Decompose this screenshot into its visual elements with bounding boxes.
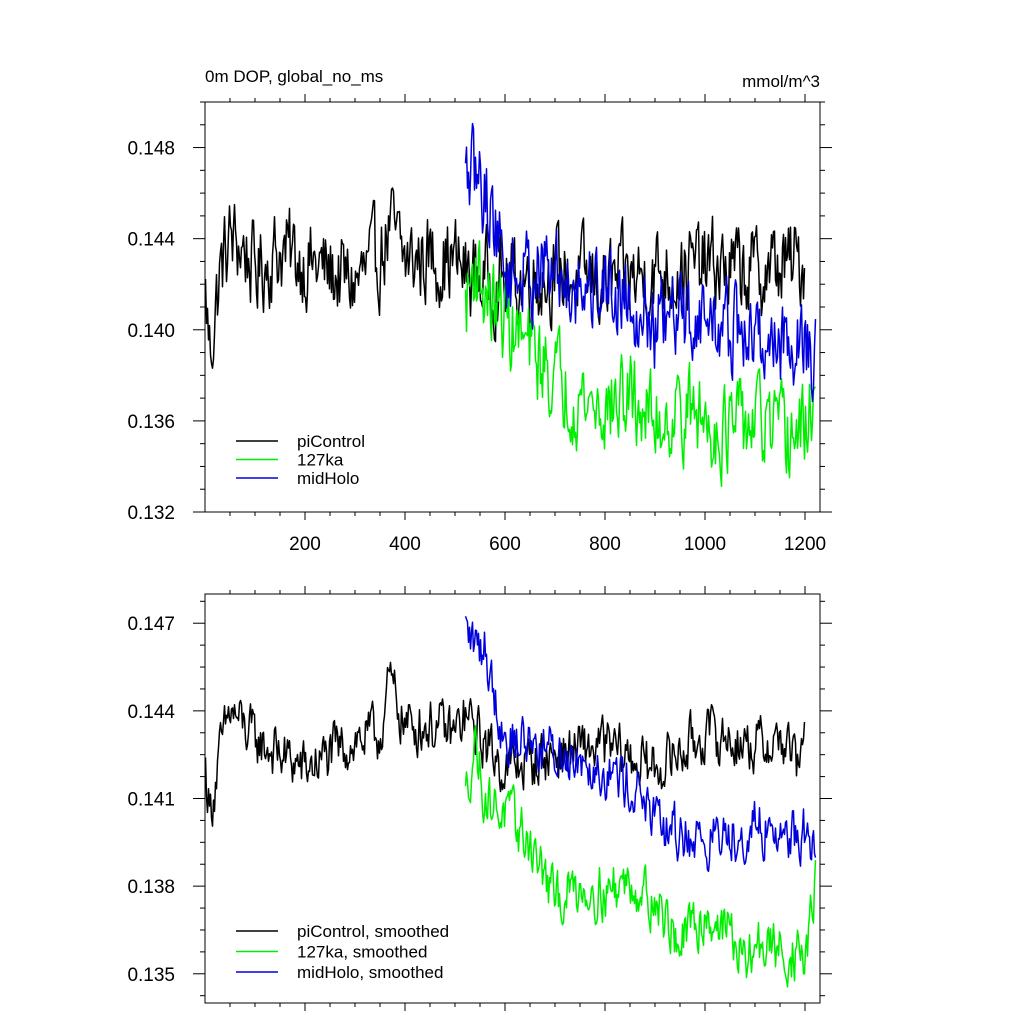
- legend-label: 127ka: [297, 451, 344, 470]
- legend-label: piControl: [297, 432, 365, 451]
- x-tick-label: 600: [489, 534, 521, 555]
- y-tick-label: 0.138: [127, 877, 175, 898]
- bottom-panel: 0.135 0.138 0.141 0.144 0.147 piControl, smoo…: [127, 586, 832, 1011]
- y-tick-label: 0.147: [127, 614, 175, 635]
- x-tick-label: 1200: [784, 534, 826, 555]
- top-panel: 200 400 600 800 1000 1200 0.132 0.136 0.140 0.144…: [127, 94, 832, 555]
- y-tick-label: 0.144: [127, 702, 175, 723]
- legend-label: midHolo: [297, 469, 359, 488]
- y-tick-label: 0.148: [127, 139, 175, 160]
- x-tick-label: 1000: [684, 534, 726, 555]
- series-line-127ka: [464, 240, 817, 488]
- x-tick-label: 200: [289, 534, 321, 555]
- x-tick-label: 800: [589, 534, 621, 555]
- chart-title: 0m DOP, global_no_ms: [205, 67, 383, 86]
- y-tick-label: 0.141: [127, 790, 175, 811]
- series-line-midholo-smoothed: [464, 615, 817, 873]
- units-label: mmol/m^3: [742, 72, 820, 91]
- series-line-picontrol: [204, 187, 806, 369]
- legend-label: 127ka, smoothed: [297, 943, 427, 962]
- legend-label: piControl, smoothed: [297, 922, 449, 941]
- y-tick-label: 0.140: [127, 321, 175, 342]
- y-tick-label: 0.132: [127, 503, 175, 524]
- y-tick-label: 0.135: [127, 965, 175, 986]
- series-line-127ka-smoothed: [464, 724, 817, 988]
- legend-label: midHolo, smoothed: [297, 963, 443, 982]
- y-tick-label: 0.144: [127, 230, 175, 251]
- x-tick-label: 400: [389, 534, 421, 555]
- series-line-midholo: [464, 122, 817, 403]
- series-line-picontrol-smoothed: [204, 661, 806, 827]
- y-tick-label: 0.136: [127, 412, 175, 433]
